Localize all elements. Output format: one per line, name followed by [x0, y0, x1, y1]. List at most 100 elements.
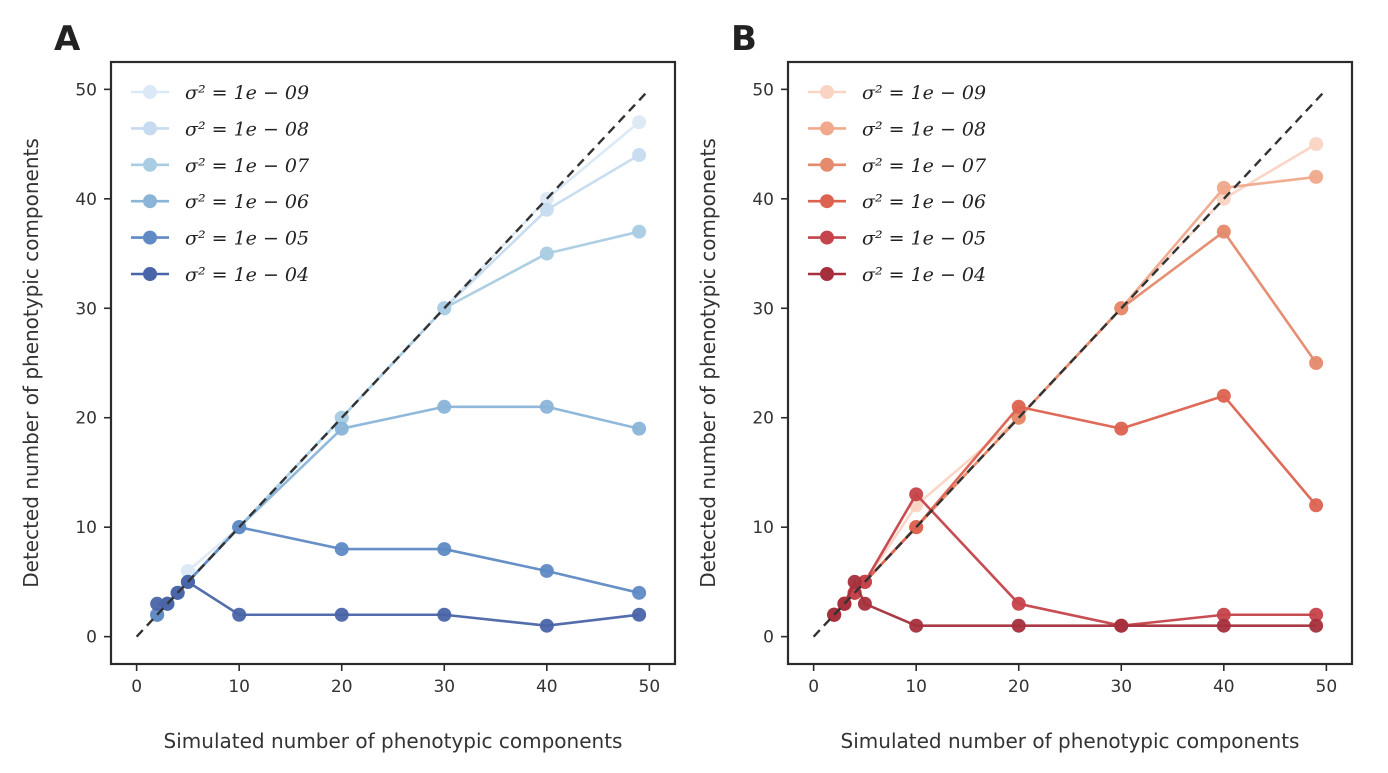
panel-a-series-4-point-8	[632, 585, 647, 600]
panel-a-y-tick-label-2: 20	[75, 409, 97, 429]
panel-b-series-3-point-8	[1309, 498, 1324, 513]
panel-a-legend-label-1: σ² = 1e − 08	[185, 118, 309, 140]
panel-a-frame	[109, 60, 677, 666]
panel-b-series-1-point-8	[1309, 169, 1324, 184]
panel-b-legend-marker-2	[820, 157, 834, 172]
panel-a-series-5-point-5	[334, 607, 349, 622]
panel-b-legend-label-0: σ² = 1e − 09	[862, 82, 986, 104]
panel-a-x-tick-label-5: 50	[639, 677, 661, 697]
panel-a-series-3-point-6	[437, 399, 452, 414]
panel-b-series-3-point-5	[1011, 399, 1026, 414]
panel-a-series-3-point-8	[632, 421, 647, 436]
panel-a-series-5-point-7	[539, 618, 554, 633]
panel-b-y-tick-label-1: 10	[752, 518, 774, 538]
panel-a-x-tick-label-2: 20	[331, 677, 353, 697]
panel-a-legend-label-3: σ² = 1e − 06	[185, 191, 309, 213]
panel-b-x-tick-label-0: 0	[808, 677, 819, 697]
panel-b-series-5-point-7	[1216, 618, 1231, 633]
panel-b-series-5-point-8	[1309, 618, 1324, 633]
panel-a-series-1-point-8	[632, 148, 647, 163]
panel-a-series-2-line	[156, 230, 640, 616]
panel-b-x-tick-label-1: 10	[905, 677, 927, 697]
panel-a-y-tick-label-5: 50	[75, 80, 97, 100]
panel-a-legend-marker-1	[143, 121, 157, 136]
panel-b-series-5-line	[833, 578, 1317, 627]
panel-a-y-axis-label: Detected number of phenotypic components	[19, 138, 43, 588]
panel-a-y-tick-label-3: 30	[75, 299, 97, 319]
panel-a-series-5-point-0	[150, 596, 165, 611]
panel-a-series-4-point-5	[334, 542, 349, 557]
panel-b-y-tick-label-0: 0	[763, 628, 774, 648]
panel-b-series-5-point-5	[1011, 618, 1026, 633]
panel-a-letter: A	[54, 19, 81, 59]
panel-b-series-5-point-3	[857, 596, 872, 611]
panel-a-series-4-point-6	[437, 542, 452, 557]
panel-a-series-1-point-7	[539, 202, 554, 217]
panel-b-legend-marker-3	[820, 194, 834, 209]
panel-a-x-axis-label: Simulated number of phenotypic component…	[164, 729, 623, 753]
panel-b-series-3-point-7	[1216, 388, 1231, 403]
panel-b-series-0-point-8	[1309, 137, 1324, 152]
panel-a-legend-marker-3	[143, 194, 157, 209]
panel-a-series-4-point-7	[539, 563, 554, 578]
panel-b-x-axis-label: Simulated number of phenotypic component…	[841, 729, 1300, 753]
panel-b-series-0-line	[833, 142, 1317, 616]
panel-b-legend-label-3: σ² = 1e − 06	[862, 191, 986, 213]
panel-a-y-tick-label-4: 40	[75, 190, 97, 210]
panel-a-x-tick-label-1: 10	[228, 677, 250, 697]
panel-a-legend-label-5: σ² = 1e − 04	[185, 264, 309, 286]
panel-a-legend-marker-2	[143, 157, 157, 172]
panel-b-y-tick-label-3: 30	[752, 299, 774, 319]
panel-a-y-tick-label-0: 0	[86, 628, 97, 648]
panel-b-x-tick-label-2: 20	[1008, 677, 1030, 697]
panel-a-series-5-point-4	[232, 607, 247, 622]
panel-a-legend-label-2: σ² = 1e − 07	[185, 155, 310, 177]
panel-b-y-tick-label-4: 40	[752, 190, 774, 210]
panel-a-series-3-point-5	[334, 421, 349, 436]
panel-b-series-4-point-5	[1011, 596, 1026, 611]
panel-b-series-5-point-2	[847, 574, 862, 589]
panel-b-legend-marker-4	[820, 230, 834, 245]
panel-b-series-2-point-7	[1216, 224, 1231, 239]
panel-a-legend-marker-0	[143, 85, 157, 99]
panel-b-series-3-line	[833, 394, 1318, 616]
panel-a-legend-label-0: σ² = 1e − 09	[185, 82, 309, 104]
panel-b-letter: B	[731, 19, 757, 59]
panel-b-series-4-point-7	[1216, 607, 1231, 622]
panel-b-series-4-point-8	[1309, 607, 1324, 622]
panel-b-series-4-line	[833, 492, 1317, 628]
panel-a-series-2-point-7	[539, 246, 554, 261]
panel-b-series-5-point-4	[909, 618, 924, 633]
panel-a-x-tick-label-3: 30	[433, 677, 455, 697]
panel-b-series-3-point-6	[1114, 421, 1129, 436]
panel-a-series-5-line	[157, 580, 640, 627]
panel-a-series-0-point-8	[632, 115, 647, 130]
panel-a-series-0-point-3	[180, 563, 195, 578]
panel-b-legend-marker-1	[820, 121, 834, 136]
panel-b-legend-marker-5	[820, 267, 834, 281]
panel-b-y-tick-label-5: 50	[752, 80, 774, 100]
panel-b-reference-line	[812, 88, 1328, 638]
panel-a-series-4-line	[156, 525, 640, 616]
panel-a-reference-line	[135, 88, 651, 638]
panel-a-series-3-point-7	[539, 399, 554, 414]
panel-b-frame	[786, 60, 1354, 666]
panel-b-legend-label-1: σ² = 1e − 08	[862, 118, 986, 140]
panel-b-legend-label-5: σ² = 1e − 04	[862, 264, 986, 286]
panel-b-legend: σ² = 1e − 09 σ² = 1e − 08 σ² = 1e − 07 σ² =…	[808, 82, 987, 286]
panel-b-series-2-line	[833, 229, 1318, 616]
panel-a-x-tick-label-4: 40	[536, 677, 558, 697]
panel-a-series-3-line	[156, 405, 640, 616]
panel-a-y-tick-label-1: 10	[75, 518, 97, 538]
panel-b-series-1-point-7	[1216, 180, 1231, 195]
panel-a-legend: σ² = 1e − 09 σ² = 1e − 08 σ² = 1e − 07 σ² =…	[131, 82, 310, 286]
panel-b-x-tick-label-3: 30	[1110, 677, 1132, 697]
panel-b-y-tick-label-2: 20	[752, 409, 774, 429]
panel-b-series-5-point-6	[1114, 618, 1129, 633]
panel-b-series-4-point-4	[909, 487, 924, 502]
panel-b-legend-label-4: σ² = 1e − 05	[862, 228, 986, 250]
